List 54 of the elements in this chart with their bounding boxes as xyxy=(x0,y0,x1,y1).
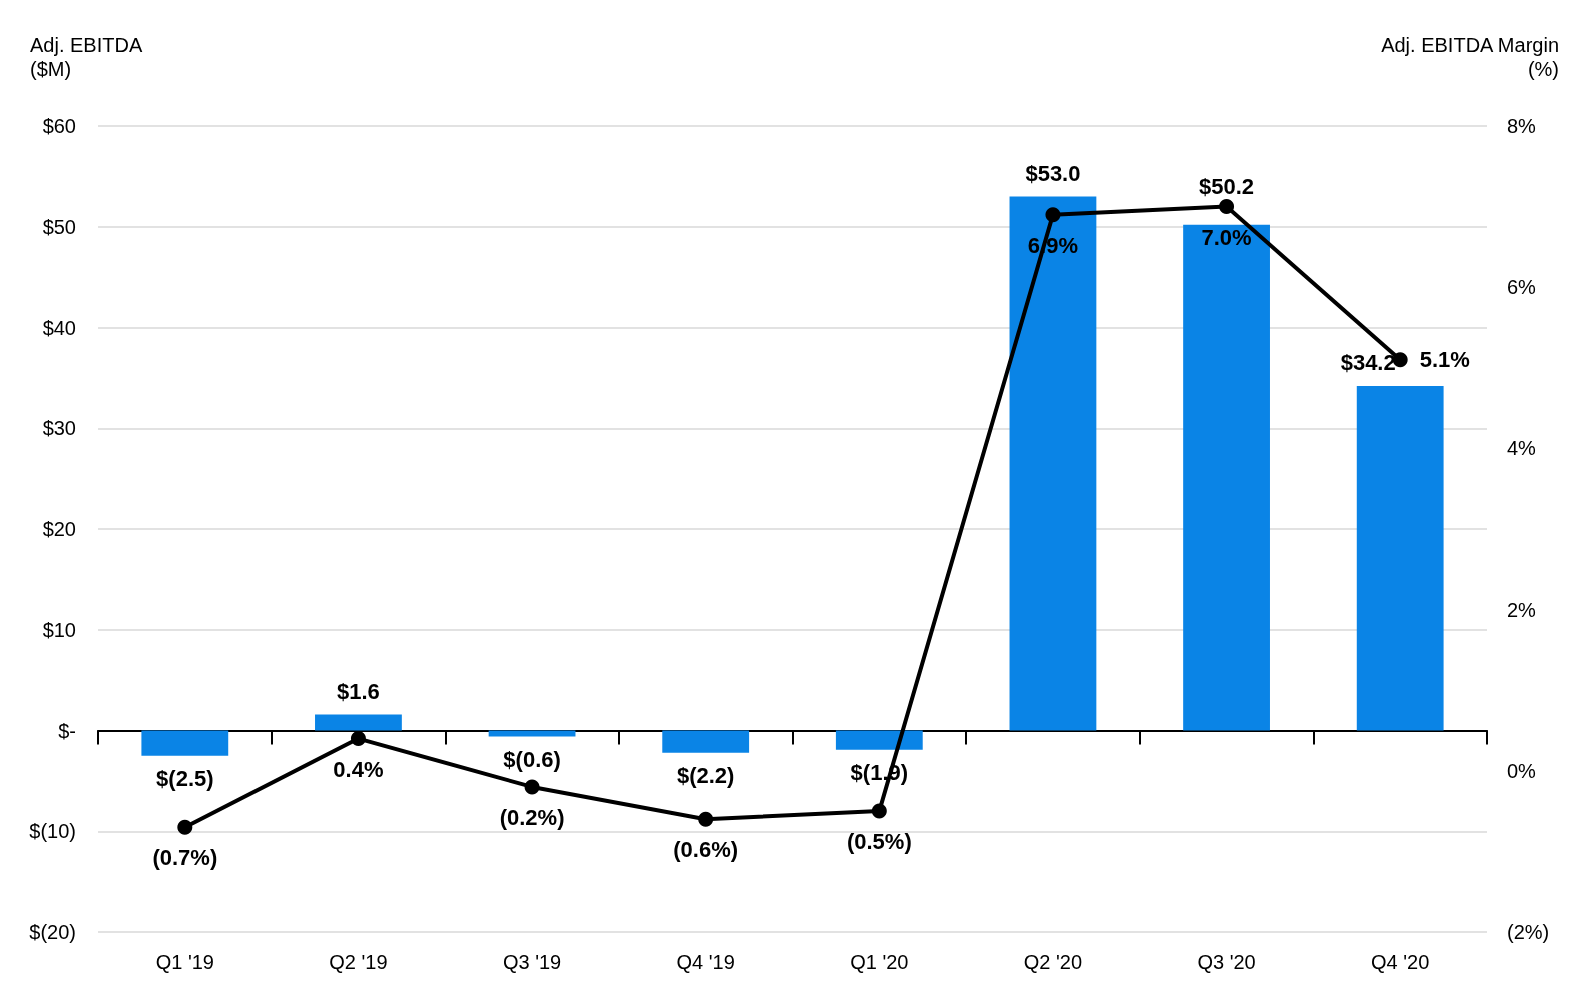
x-tick-label: Q4 '19 xyxy=(676,951,735,973)
y2-tick-label: (2%) xyxy=(1507,921,1550,943)
y-tick-label: $50 xyxy=(42,215,76,238)
data-label: $(2.5) xyxy=(156,766,214,792)
y2-tick-label: 4% xyxy=(1507,437,1537,460)
y-tick-label: $60 xyxy=(42,115,76,137)
y2-tick-label: 8% xyxy=(1507,115,1537,137)
y-axis-title: Adj. EBITDA ($M) xyxy=(30,34,143,80)
y2-axis-title: Adj. EBITDA Margin (%) xyxy=(1381,34,1559,80)
y-tick-label: $(20) xyxy=(29,921,76,943)
y-tick-label: $30 xyxy=(42,417,76,440)
y2-tick-label: 2% xyxy=(1507,598,1537,621)
y-tick-label: $40 xyxy=(42,316,76,339)
bar xyxy=(1356,385,1444,731)
bar xyxy=(662,730,750,753)
data-label: $34.2 xyxy=(1340,350,1396,376)
data-label: $(2.2) xyxy=(676,763,735,789)
y-tick-label: $10 xyxy=(42,618,76,641)
data-label: $(0.6) xyxy=(503,747,561,773)
point xyxy=(698,811,714,827)
point xyxy=(524,779,540,795)
bar xyxy=(488,730,576,737)
x-tick-label: Q4 '20 xyxy=(1371,951,1430,973)
y2-tick-label: 6% xyxy=(1507,276,1537,299)
point xyxy=(177,819,193,835)
point xyxy=(871,803,887,819)
point xyxy=(1219,199,1235,215)
data-label: $53.0 xyxy=(1025,161,1081,187)
bar xyxy=(315,714,402,731)
point xyxy=(350,731,366,747)
x-tick-label: Q1 '19 xyxy=(155,951,214,973)
data-label: (0.5%) xyxy=(846,829,912,855)
y2-tick-label: 0% xyxy=(1507,759,1537,782)
x-tick-label: Q1 '20 xyxy=(850,951,909,973)
bar xyxy=(835,730,923,750)
data-label: $50.2 xyxy=(1199,174,1255,200)
y-tick-label: $- xyxy=(58,719,76,742)
y-tick-label: $20 xyxy=(42,518,76,540)
point xyxy=(1045,207,1061,223)
x-tick-label: Q2 '19 xyxy=(329,951,388,973)
data-label: (0.6%) xyxy=(673,837,739,863)
data-label: (0.2%) xyxy=(499,804,565,830)
data-label: $1.6 xyxy=(337,678,380,704)
x-tick-label: Q2 '20 xyxy=(1023,951,1083,973)
data-label: 0.4% xyxy=(333,756,384,782)
x-tick-label: Q3 '19 xyxy=(502,951,562,973)
y-tick-label: $(10) xyxy=(29,820,76,843)
data-label: 7.0% xyxy=(1201,224,1252,250)
data-label: 5.1% xyxy=(1419,347,1470,373)
bar xyxy=(1009,196,1097,731)
x-tick-label: Q3 '20 xyxy=(1197,951,1256,973)
bar xyxy=(141,730,229,756)
data-label: (0.7%) xyxy=(152,845,218,871)
bar xyxy=(1183,224,1270,731)
